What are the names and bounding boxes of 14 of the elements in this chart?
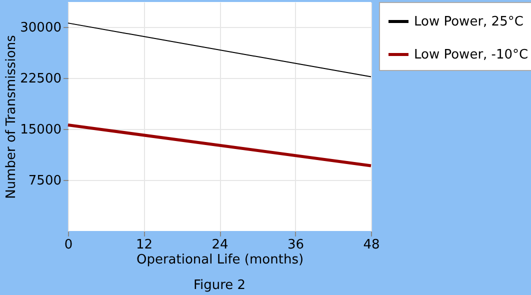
caption: Figure 2 [193,278,246,293]
x-tick-label: 0 [64,238,73,252]
y-tick-label: 30000 [20,20,62,36]
x-tick-label: 48 [363,238,380,252]
y-tick-label: 7500 [28,174,62,189]
x-tick-label: 36 [287,238,304,252]
legend-label: Low Power, 25°C [414,14,524,30]
y-tick-label: 15000 [20,122,62,138]
x-axis-title: Operational Life (months) [136,252,304,268]
legend-label: Low Power, -10°C [414,48,528,62]
x-tick-label: 24 [212,238,228,252]
x-tick-label: 12 [136,238,153,252]
y-axis-title: Number of Transmissions [4,34,20,199]
y-tick-label: 22500 [20,72,62,87]
